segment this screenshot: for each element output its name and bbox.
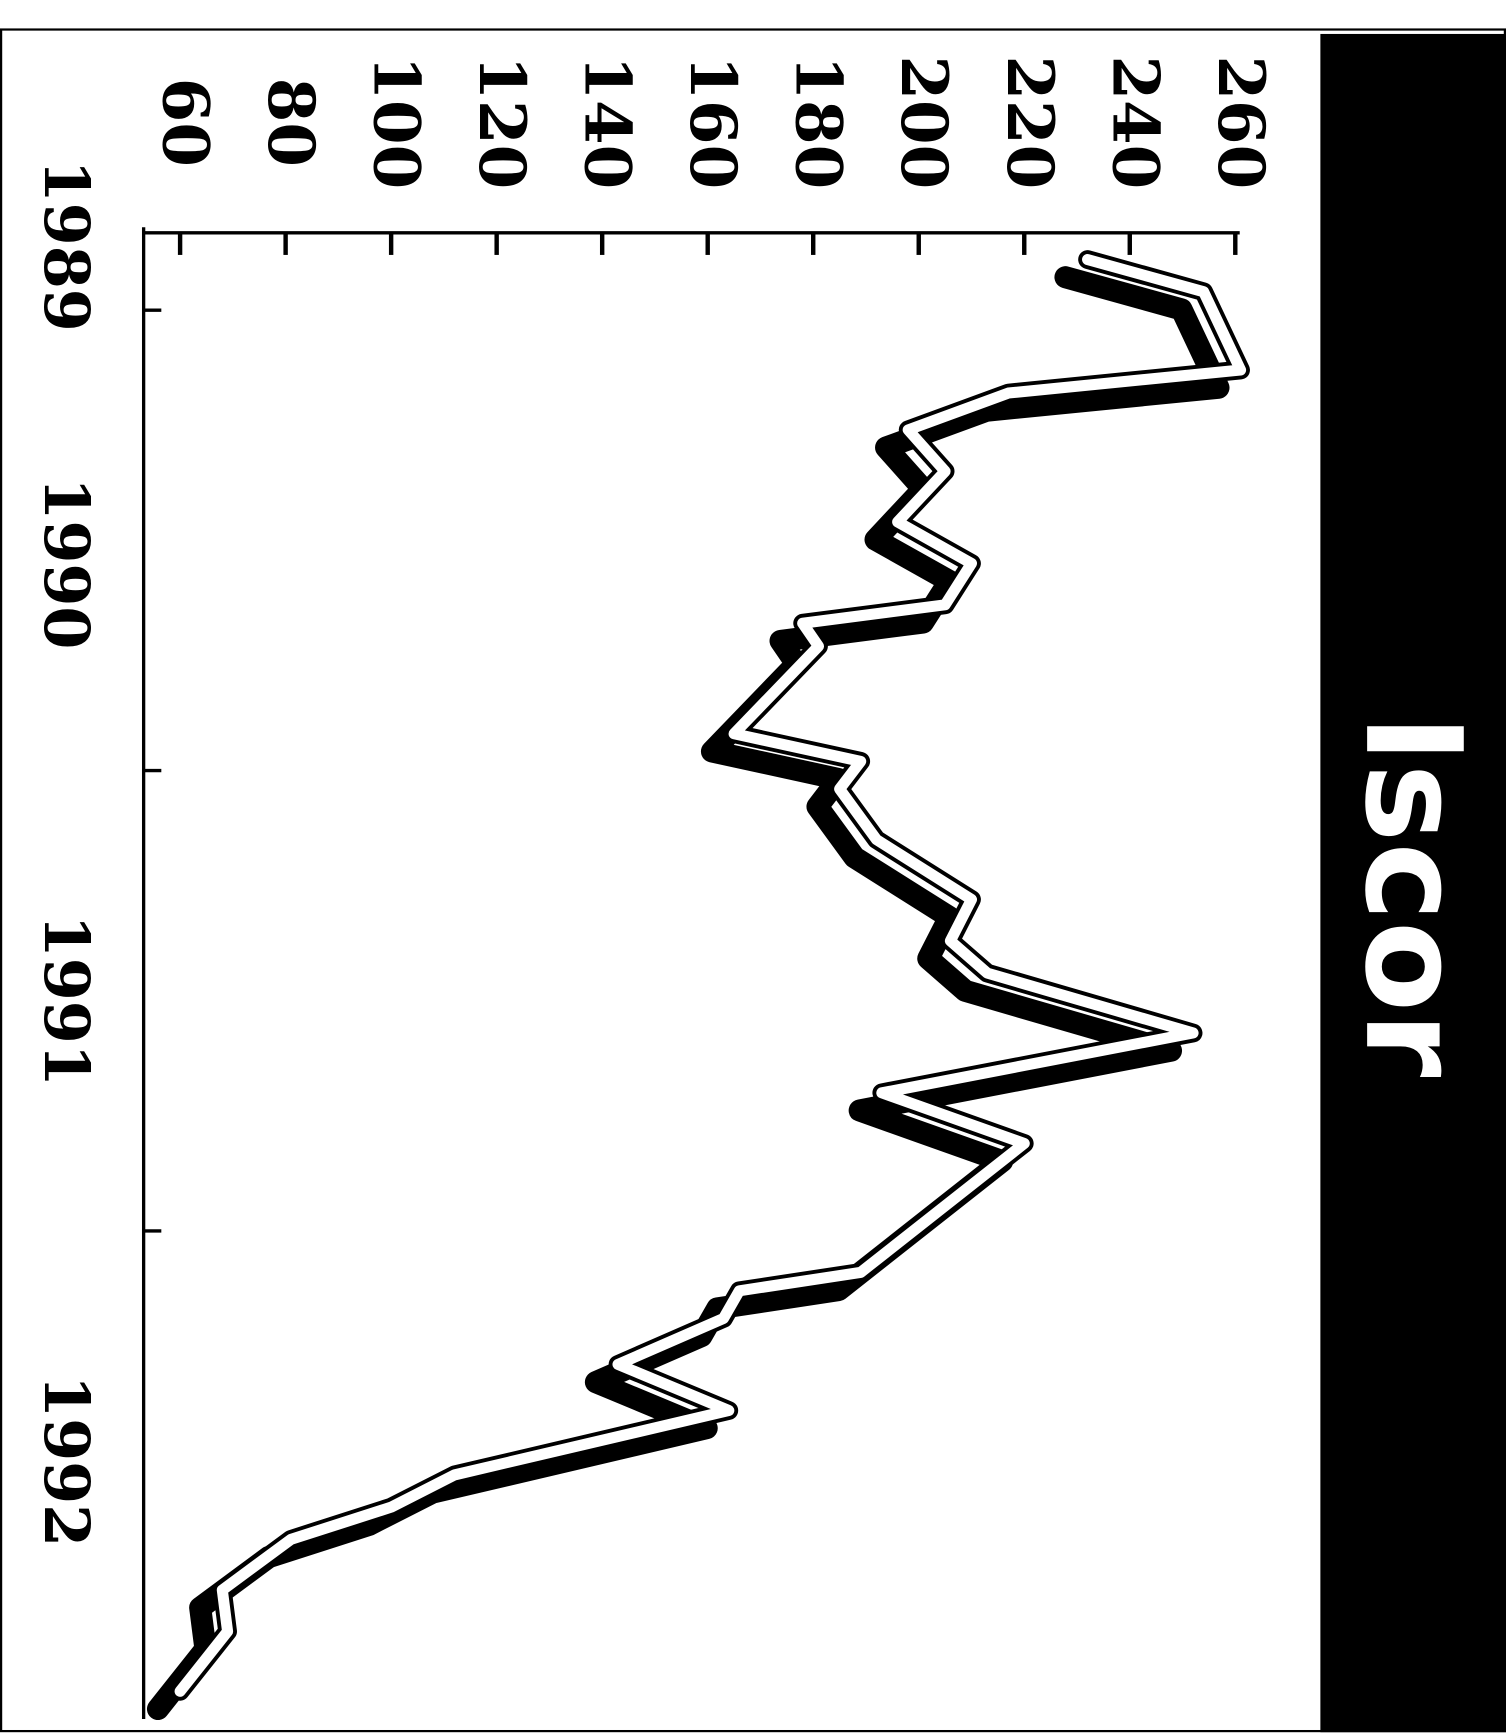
frame xyxy=(0,28,1506,1733)
y-tick-label: 220 xyxy=(992,55,1067,189)
x-tick-label: 1991 xyxy=(30,915,103,1087)
line xyxy=(174,254,1247,1697)
y-tick-label: 200 xyxy=(886,55,961,189)
line-outline xyxy=(170,250,1250,1701)
y-tick-label: 240 xyxy=(1097,55,1172,189)
y-tick-label: 260 xyxy=(1203,55,1278,189)
y-tick-label: 60 xyxy=(148,78,223,167)
y-tick-label: 180 xyxy=(781,55,856,189)
x-tick-label: 1992 xyxy=(30,1375,103,1547)
y-tick-label: 100 xyxy=(359,55,434,189)
y-tick-label: 140 xyxy=(570,55,645,189)
y-tick-label: 160 xyxy=(675,55,750,189)
y-tick-label: 120 xyxy=(464,55,539,189)
chart-title: Iscor xyxy=(1335,714,1489,1077)
x-tick-label: 1990 xyxy=(30,477,103,649)
x-tick-label: 1989 xyxy=(30,160,103,332)
y-tick-label: 80 xyxy=(253,78,328,167)
title-bar xyxy=(1320,33,1506,1733)
